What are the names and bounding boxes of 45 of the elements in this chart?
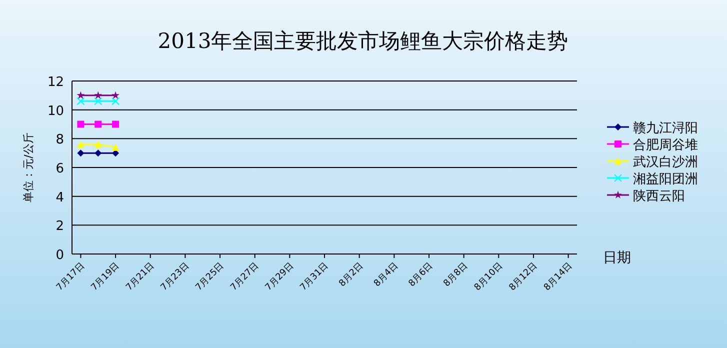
point <box>94 150 102 157</box>
x-tick-label: 8月2日 <box>338 261 366 289</box>
x-tick-label: 8月14日 <box>542 261 574 294</box>
y-tick-label: 12 <box>47 75 64 90</box>
y-tick-label: 2 <box>56 219 64 234</box>
point <box>94 140 102 148</box>
legend-label: 陕西云阳 <box>633 189 685 204</box>
point <box>94 97 102 106</box>
x-tick-label: 7月23日 <box>159 261 192 294</box>
x-tick-label: 8月8日 <box>442 261 470 289</box>
x-tick-label: 7月19日 <box>90 261 122 294</box>
point <box>76 91 85 99</box>
y-tick-label: 4 <box>56 190 64 206</box>
y-tick-label: 6 <box>56 162 64 176</box>
x-tick-label: 7月31日 <box>298 261 331 294</box>
y-tick-label: 10 <box>47 104 64 119</box>
x-tick-label: 7月29日 <box>264 261 296 294</box>
point <box>77 120 84 128</box>
point <box>77 150 84 157</box>
x-tick-label: 8月6日 <box>407 261 436 289</box>
point <box>111 97 120 106</box>
point <box>76 97 85 106</box>
x-tick-label: 7月21日 <box>124 261 156 294</box>
x-tick-label: 7月27日 <box>229 261 261 294</box>
legend-label: 湘益阳团洲 <box>633 172 698 187</box>
point <box>112 150 120 157</box>
point <box>112 91 120 99</box>
legend-label: 武汉白沙洲 <box>633 155 698 170</box>
point <box>112 144 120 151</box>
point <box>94 91 102 99</box>
x-tick-label: 8月12日 <box>508 261 540 294</box>
legend-label: 合肥周谷堆 <box>633 138 698 153</box>
y-tick-label: 0 <box>56 248 64 263</box>
point <box>94 120 102 128</box>
y-axis-title: 单位：元/公斤 <box>22 132 35 202</box>
x-tick-label: 7月25日 <box>194 261 226 294</box>
x-tick-label: 7月17日 <box>54 261 87 294</box>
x-tick-label: 8月4日 <box>372 261 400 289</box>
point <box>77 140 84 148</box>
y-tick-label: 8 <box>56 132 64 148</box>
x-tick-label: 8月10日 <box>472 261 505 294</box>
legend-label: 赣九江浔阳 <box>633 121 698 136</box>
point <box>112 120 120 128</box>
x-axis-title: 日期 <box>603 250 631 266</box>
chart-title: 2013年全国主要批发市场鲤鱼大宗价格走势 <box>158 29 568 53</box>
